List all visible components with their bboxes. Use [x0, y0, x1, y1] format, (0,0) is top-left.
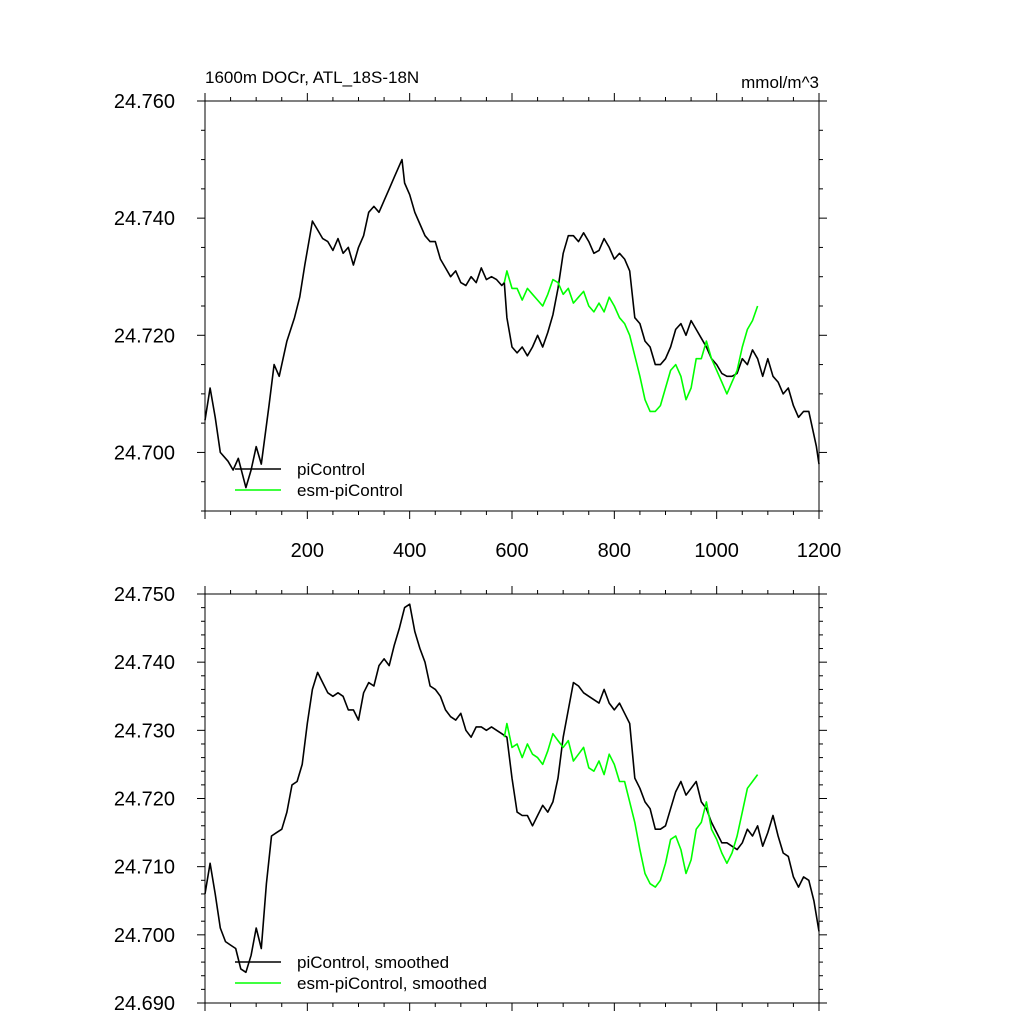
x-tick-label: 1200 [797, 540, 842, 562]
legend-label: piControl, smoothed [297, 953, 449, 972]
x-tick-label: 800 [598, 540, 631, 562]
series-line [204, 158, 820, 489]
units-label: mmol/m^3 [741, 73, 819, 92]
y-tick-label: 24.710 [114, 857, 175, 879]
series-line [503, 270, 759, 413]
y-tick-label: 24.720 [114, 325, 175, 347]
top-panel-ticks [197, 93, 827, 519]
x-tick-label: 400 [393, 540, 426, 562]
legend-label: esm-piControl, smoothed [297, 974, 487, 993]
y-tick-label: 24.720 [114, 789, 175, 811]
top-panel-series [204, 158, 820, 489]
bottom-y-tick-labels: 24.690 24.700 24.710 24.720 24.730 24.740 24.7… [114, 584, 175, 1015]
series-line [204, 603, 820, 974]
y-tick-label: 24.700 [114, 925, 175, 947]
bottom-legend: piControl, smoothed esm-piControl, smooth… [235, 953, 487, 993]
legend-label: piControl [297, 460, 365, 479]
top-legend: piControl esm-piControl [235, 460, 403, 500]
y-tick-label: 24.760 [114, 91, 175, 113]
top-panel: 1600m DOCr, ATL_18S-18N mmol/m^3 24.7002… [114, 68, 841, 562]
top-panel-frame [204, 100, 820, 512]
x-tick-label: 200 [291, 540, 324, 562]
y-tick-label: 24.740 [114, 652, 175, 674]
top-y-tick-labels: 24.700 24.720 24.740 24.760 [114, 91, 175, 464]
bottom-panel-frame [204, 593, 820, 1004]
y-tick-label: 24.750 [114, 584, 175, 606]
legend-label: esm-piControl [297, 481, 403, 500]
y-tick-label: 24.700 [114, 442, 175, 464]
series-line [503, 722, 759, 888]
x-tick-label: 1000 [694, 540, 739, 562]
y-tick-label: 24.730 [114, 720, 175, 742]
y-tick-label: 24.690 [114, 993, 175, 1015]
bottom-panel-ticks [197, 586, 827, 1011]
y-tick-label: 24.740 [114, 208, 175, 230]
chart-title: 1600m DOCr, ATL_18S-18N [205, 68, 419, 87]
bottom-panel-series [204, 603, 820, 974]
bottom-panel: 24.690 24.700 24.710 24.720 24.730 24.740 24.7… [114, 584, 827, 1015]
x-tick-label: 600 [495, 540, 528, 562]
top-x-tick-labels: 200 400 600 800 1000 1200 [291, 540, 842, 562]
